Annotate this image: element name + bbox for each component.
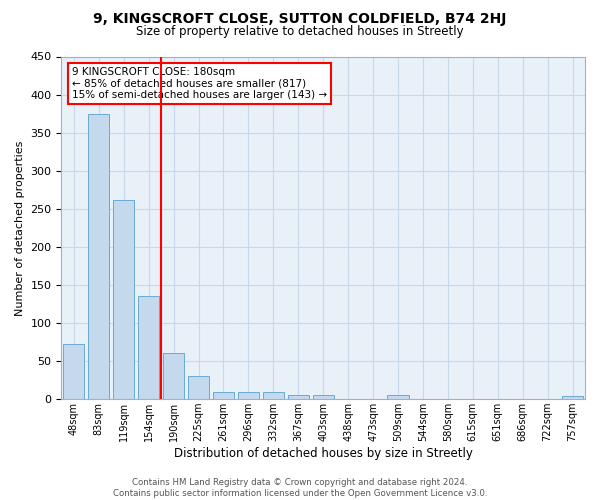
X-axis label: Distribution of detached houses by size in Streetly: Distribution of detached houses by size … (174, 447, 473, 460)
Text: Size of property relative to detached houses in Streetly: Size of property relative to detached ho… (136, 25, 464, 38)
Y-axis label: Number of detached properties: Number of detached properties (15, 140, 25, 316)
Bar (562, 396, 583, 399)
Bar (113, 200, 134, 399)
Bar (238, 392, 259, 399)
Bar (263, 392, 284, 399)
Bar (188, 376, 209, 399)
Bar (313, 396, 334, 399)
Bar (163, 354, 184, 399)
Bar (63, 344, 85, 399)
Bar (388, 396, 409, 399)
Bar (138, 296, 159, 399)
Bar (88, 114, 109, 399)
Bar (287, 396, 309, 399)
Bar (213, 392, 234, 399)
Text: 9, KINGSCROFT CLOSE, SUTTON COLDFIELD, B74 2HJ: 9, KINGSCROFT CLOSE, SUTTON COLDFIELD, B… (94, 12, 506, 26)
Text: Contains HM Land Registry data © Crown copyright and database right 2024.
Contai: Contains HM Land Registry data © Crown c… (113, 478, 487, 498)
Text: 9 KINGSCROFT CLOSE: 180sqm
← 85% of detached houses are smaller (817)
15% of sem: 9 KINGSCROFT CLOSE: 180sqm ← 85% of deta… (72, 67, 327, 100)
